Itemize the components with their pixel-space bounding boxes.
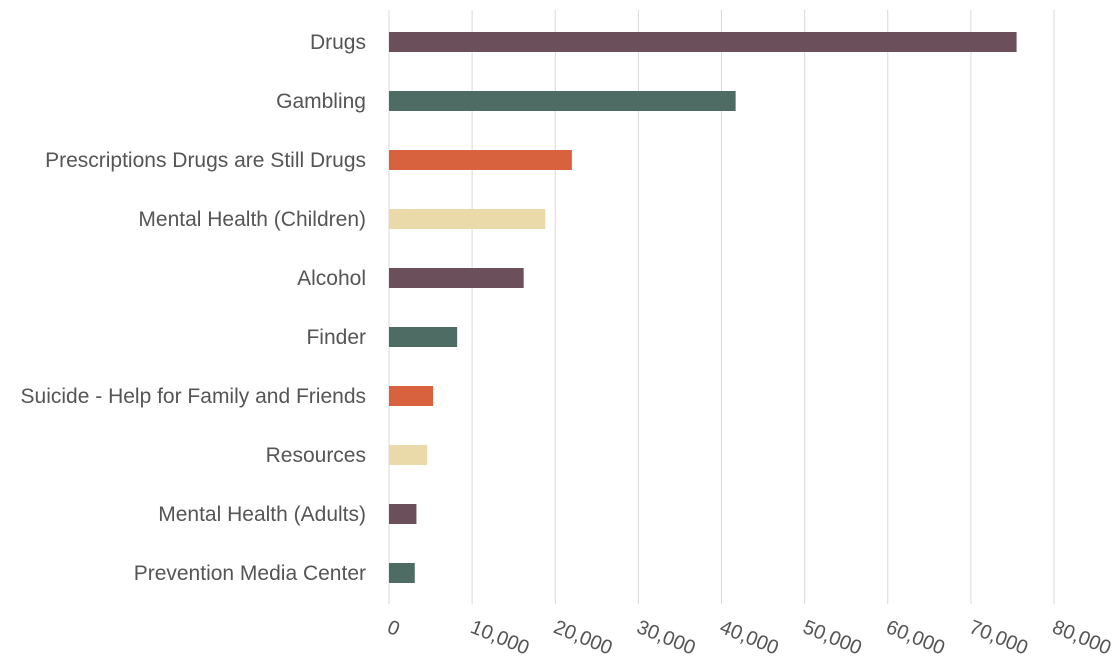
bar xyxy=(389,504,417,524)
x-tick-label: 30,000 xyxy=(634,616,699,659)
x-tick-label: 70,000 xyxy=(966,616,1031,659)
x-tick-label: 10,000 xyxy=(467,616,532,659)
bar xyxy=(389,327,458,347)
x-tick-label: 0 xyxy=(384,616,403,641)
bar xyxy=(389,268,524,288)
x-tick-label: 80,000 xyxy=(1049,616,1114,659)
x-tick-label: 50,000 xyxy=(800,616,865,659)
bar xyxy=(389,91,736,111)
x-tick-label: 20,000 xyxy=(550,616,615,659)
category-label: Finder xyxy=(306,326,366,349)
category-label: Drugs xyxy=(310,31,366,54)
x-tick-label: 60,000 xyxy=(883,616,948,659)
bars xyxy=(389,32,1017,583)
bar xyxy=(389,32,1017,52)
bar xyxy=(389,445,428,465)
x-axis-tick-labels: 0 10,000 20,000 30,000 40,000 50,000 60,000 70,… xyxy=(384,616,1114,659)
category-label: Prescriptions Drugs are Still Drugs xyxy=(45,149,366,172)
category-label: Resources xyxy=(266,444,366,467)
category-label: Gambling xyxy=(276,90,366,113)
category-label: Suicide - Help for Family and Friends xyxy=(21,385,366,408)
category-labels: Drugs Gambling Prescriptions Drugs are Sti… xyxy=(21,31,366,585)
category-label: Mental Health (Children) xyxy=(138,208,366,231)
bar xyxy=(389,563,415,583)
bar xyxy=(389,150,572,170)
bar xyxy=(389,386,434,406)
bar xyxy=(389,209,546,229)
category-label: Mental Health (Adults) xyxy=(158,503,366,526)
category-label: Prevention Media Center xyxy=(134,562,366,585)
category-label: Alcohol xyxy=(297,267,366,290)
x-tick-label: 40,000 xyxy=(717,616,782,659)
